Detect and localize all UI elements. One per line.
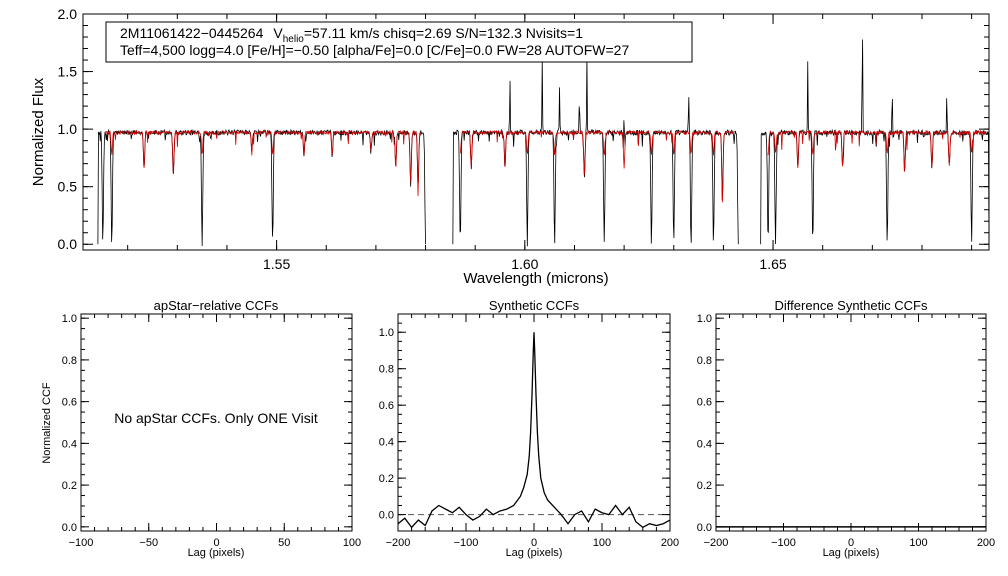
y-tick-label: 0.4 bbox=[379, 437, 394, 449]
x-tick-label: −200 bbox=[704, 537, 729, 549]
y-tick-label: 0.4 bbox=[62, 438, 77, 450]
info-star-id: 2M11061422−0445264 bbox=[120, 25, 264, 41]
observed-spectrum-chip-2 bbox=[452, 54, 739, 247]
y-tick-label: 0.0 bbox=[62, 522, 77, 534]
y-tick-label: 0.2 bbox=[379, 473, 394, 485]
synthetic-ccf-data bbox=[397, 332, 671, 529]
synthetic-ccf-line bbox=[397, 332, 671, 529]
info-line-1: 2M11061422−0445264 Vhelio=57.11 km/s chis… bbox=[120, 25, 583, 45]
y-tick-label: 0.2 bbox=[697, 480, 712, 492]
difference-ccf-plot-frame bbox=[715, 313, 987, 532]
info-v-subscript: helio bbox=[283, 34, 305, 45]
synthetic-ccf-x-label: Lag (pixels) bbox=[506, 547, 563, 559]
x-tick-label: 100 bbox=[343, 537, 361, 549]
model-spectrum-chip-2 bbox=[459, 129, 735, 203]
info-line-2: Teff=4,500 logg=4.0 [Fe/H]=−0.50 [alpha/… bbox=[120, 42, 629, 58]
y-tick-label: 0.6 bbox=[379, 400, 394, 412]
x-tick-label: 100 bbox=[909, 537, 927, 549]
apstar-ccf-title: apStar−relative CCFs bbox=[154, 298, 279, 313]
x-tick-label: −100 bbox=[454, 537, 479, 549]
y-tick-label: 0.8 bbox=[697, 355, 712, 367]
y-tick-label: 1.0 bbox=[62, 313, 77, 325]
apstar-ccf-y-label: Normalized CCF bbox=[41, 382, 53, 464]
y-tick-label: 0.8 bbox=[62, 355, 77, 367]
y-tick-label: 0.6 bbox=[697, 397, 712, 409]
apstar-ccf-panel: apStar−relative CCFs −100 −50 0 50 100 0.0 0.2… bbox=[41, 298, 361, 559]
y-tick-label: 0.0 bbox=[58, 236, 78, 252]
info-stats: =57.11 km/s chisq=2.69 S/N=132.3 Nvisits… bbox=[304, 25, 583, 41]
info-box-frame bbox=[105, 21, 693, 63]
y-tick-label: 1.0 bbox=[58, 121, 78, 137]
synthetic-ccf-ticks: −200 −100 0 100 200 0.0 0.2 0.4 0.6 0.8 1.0 bbox=[379, 313, 679, 549]
info-v: V bbox=[273, 25, 283, 41]
y-tick-label: 0.6 bbox=[62, 397, 77, 409]
info-box: 2M11061422−0445264 Vhelio=57.11 km/s chis… bbox=[105, 21, 693, 63]
y-tick-label: 1.0 bbox=[697, 313, 712, 325]
spectrum-ticks: 1.55 1.60 1.65 0.0 0.5 1.0 1.5 2.0 bbox=[58, 6, 989, 272]
synthetic-ccf-panel: Synthetic CCFs −200 −100 0 100 200 0.0 0.2 0.4 0… bbox=[379, 298, 679, 559]
synthetic-ccf-title: Synthetic CCFs bbox=[489, 298, 580, 313]
x-tick-label: −200 bbox=[386, 537, 411, 549]
x-tick-label: −100 bbox=[69, 537, 94, 549]
x-tick-label: 1.65 bbox=[759, 256, 786, 272]
x-tick-label: 0 bbox=[848, 537, 854, 549]
spectrum-y-label: Normalized Flux bbox=[30, 77, 47, 186]
x-tick-label: 1.55 bbox=[263, 256, 290, 272]
y-tick-label: 2.0 bbox=[58, 6, 78, 22]
spectrum-data bbox=[97, 39, 989, 247]
y-tick-label: 0.2 bbox=[62, 480, 77, 492]
observed-spectrum-chip-1 bbox=[97, 128, 426, 246]
y-tick-label: 0.0 bbox=[697, 522, 712, 534]
difference-ccf-title: Difference Synthetic CCFs bbox=[775, 298, 928, 313]
difference-ccf-panel: Difference Synthetic CCFs −200 −100 0 100 20… bbox=[697, 298, 995, 559]
y-tick-label: 0.0 bbox=[379, 510, 394, 522]
spectrum-plot-frame bbox=[82, 13, 990, 251]
y-tick-label: 0.4 bbox=[697, 438, 712, 450]
model-spectrum-chip-3 bbox=[767, 129, 986, 172]
apstar-ccf-x-label: Lag (pixels) bbox=[188, 547, 245, 559]
spectrum-panel: 1.55 1.60 1.65 0.0 0.5 1.0 1.5 2.0 2M11061422−0… bbox=[30, 6, 990, 287]
x-tick-label: 100 bbox=[593, 537, 611, 549]
spectrum-x-label: Wavelength (microns) bbox=[463, 270, 608, 287]
y-tick-label: 1.5 bbox=[58, 64, 78, 80]
x-tick-label: 0 bbox=[213, 537, 219, 549]
x-tick-label: 50 bbox=[278, 537, 290, 549]
x-tick-label: −50 bbox=[139, 537, 158, 549]
difference-ccf-x-label: Lag (pixels) bbox=[823, 547, 880, 559]
x-tick-label: −100 bbox=[771, 537, 796, 549]
difference-ccf-ticks: −200 −100 0 100 200 0.0 0.2 0.4 0.6 0.8 1.0 bbox=[697, 313, 995, 549]
y-tick-label: 0.8 bbox=[379, 364, 394, 376]
x-tick-label: 200 bbox=[977, 537, 995, 549]
y-tick-label: 0.5 bbox=[58, 179, 78, 195]
apstar-ccf-ticks: −100 −50 0 50 100 0.0 0.2 0.4 0.6 0.8 1.0 bbox=[62, 313, 361, 549]
x-tick-label: 1.60 bbox=[511, 256, 538, 272]
observed-spectrum-chip-3 bbox=[760, 39, 989, 245]
no-apstar-message: No apStar CCFs. Only ONE Visit bbox=[114, 410, 318, 426]
x-tick-label: 200 bbox=[661, 537, 679, 549]
model-spectrum-chip-1 bbox=[105, 129, 422, 197]
y-tick-label: 1.0 bbox=[379, 327, 394, 339]
x-tick-label: 0 bbox=[531, 537, 537, 549]
